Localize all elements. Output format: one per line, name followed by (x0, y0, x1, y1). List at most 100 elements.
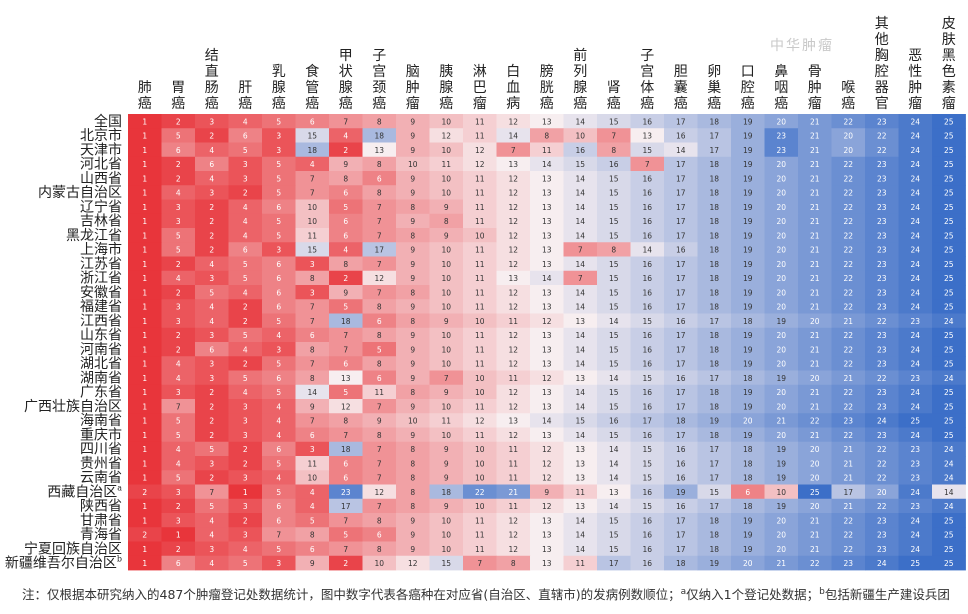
heatmap-cell-label: 16 (676, 132, 686, 141)
heatmap-cell (831, 199, 866, 215)
heatmap-cell-label: 24 (910, 203, 920, 212)
heatmap-cell (128, 470, 162, 485)
heatmap-cell (195, 456, 229, 471)
heatmap-cell-label: 17 (676, 274, 686, 283)
heatmap-cell-label: 2 (142, 488, 147, 497)
row-label: 海南省 (80, 413, 122, 429)
heatmap-cell (396, 513, 430, 528)
heatmap-cell-label: 24 (910, 488, 920, 497)
heatmap-cell (932, 285, 966, 300)
heatmap-cell (664, 299, 698, 314)
heatmap-cell-label: 7 (377, 445, 382, 454)
heatmap-cell-label: 9 (410, 531, 415, 540)
heatmap-cell-label: 23 (877, 174, 887, 183)
heatmap-cell-label: 2 (243, 459, 248, 468)
heatmap-cell-label: 13 (542, 516, 552, 525)
heatmap-cell-label: 12 (508, 260, 518, 269)
heatmap-cell-label: 7 (343, 431, 348, 440)
heatmap-cell-label: 19 (743, 303, 753, 312)
heatmap-cell (798, 199, 832, 215)
heatmap-cell-label: 8 (611, 146, 616, 155)
heatmap-cell-label: 23 (877, 331, 887, 340)
heatmap-cell (764, 142, 799, 158)
heatmap-cell-label: 1 (142, 132, 147, 141)
heatmap-cell-label: 11 (307, 231, 317, 240)
column-header-char: 瘤 (406, 95, 420, 112)
heatmap-cell (865, 185, 899, 200)
heatmap-cell (429, 313, 464, 329)
heatmap-cell (764, 356, 799, 371)
heatmap-cell-label: 3 (209, 117, 214, 126)
heatmap-cell-label: 19 (743, 345, 753, 354)
heatmap-cell (295, 256, 330, 272)
heatmap-cell-label: 9 (410, 217, 415, 226)
heatmap-cell (429, 342, 464, 357)
heatmap-cell-label: 19 (776, 374, 786, 383)
heatmap-cell-label: 10 (441, 246, 451, 255)
column-header-char: 癌 (841, 96, 855, 112)
heatmap-cell (530, 498, 564, 514)
footnote: 注：仅根据本研究纳入的487个肿瘤登记处数据统计，图中数字代表各癌种在对应省(自… (22, 584, 950, 603)
heatmap-cell (898, 256, 933, 272)
heatmap-cell (463, 342, 497, 357)
heatmap-cell (831, 541, 866, 557)
heatmap-cell-label: 9 (410, 260, 415, 269)
heatmap-cell-label: 15 (307, 132, 317, 141)
heatmap-cell (831, 356, 866, 371)
heatmap-cell (630, 441, 665, 457)
heatmap-cell-label: 16 (642, 402, 652, 411)
heatmap-cell (329, 185, 363, 200)
heatmap-cell-label: 5 (276, 317, 281, 326)
heatmap-cell-label: 4 (176, 360, 181, 369)
column-header-char: 巢 (707, 80, 721, 96)
heatmap-cell-label: 24 (910, 189, 920, 198)
heatmap-cell (128, 242, 162, 257)
heatmap-cell (798, 128, 832, 143)
column-header-char: 鼻 (774, 63, 788, 80)
heatmap-cell (865, 456, 899, 471)
heatmap-cell-label: 10 (441, 545, 451, 554)
heatmap-cell-label: 18 (676, 559, 686, 568)
column-header-char: 宫 (640, 64, 654, 80)
heatmap-cell (429, 527, 464, 542)
heatmap-cell (396, 370, 430, 386)
heatmap-cell-label: 4 (243, 203, 248, 212)
heatmap-cell-label: 7 (511, 146, 516, 155)
heatmap-cell (262, 370, 296, 386)
column-header-char: 性 (908, 64, 922, 80)
row-label: 重庆市 (80, 426, 122, 443)
row-label: 宁夏回族自治区 (24, 540, 122, 557)
heatmap-cell-label: 25 (944, 189, 954, 198)
heatmap-cell (764, 456, 799, 471)
heatmap-cell-label: 6 (276, 288, 281, 297)
heatmap-cell-label: 9 (410, 516, 415, 525)
heatmap-cell (932, 171, 966, 186)
heatmap-cell-label: 22 (843, 217, 853, 226)
column-header-char: 颈 (372, 80, 386, 96)
heatmap-cell (362, 441, 397, 457)
heatmap-cell-label: 11 (475, 288, 485, 297)
heatmap-cell (463, 384, 497, 400)
heatmap-cell (362, 171, 397, 186)
heatmap-cell (161, 128, 196, 143)
heatmap-cell-label: 24 (910, 531, 920, 540)
column-header-char: 恶 (908, 48, 922, 64)
heatmap-cell-label: 9 (444, 317, 449, 326)
heatmap-cell-label: 24 (910, 331, 920, 340)
heatmap-cell (798, 470, 832, 485)
heatmap-cell (798, 513, 832, 528)
heatmap-cell (630, 199, 665, 215)
heatmap-cell (530, 541, 564, 557)
heatmap-cell-label: 15 (609, 545, 619, 554)
heatmap-cell (262, 299, 296, 314)
heatmap-cell-label: 10 (441, 516, 451, 525)
heatmap-cell-label: 9 (343, 288, 348, 297)
row-label: 福建省 (80, 299, 122, 315)
heatmap-cell-label: 16 (642, 388, 652, 397)
heatmap-cell (161, 185, 196, 200)
heatmap-cell (597, 484, 631, 500)
heatmap-cell (496, 213, 531, 229)
heatmap-cell-label: 12 (542, 445, 552, 454)
heatmap-cell-label: 4 (176, 445, 181, 454)
heatmap-cell-label: 11 (475, 402, 485, 411)
